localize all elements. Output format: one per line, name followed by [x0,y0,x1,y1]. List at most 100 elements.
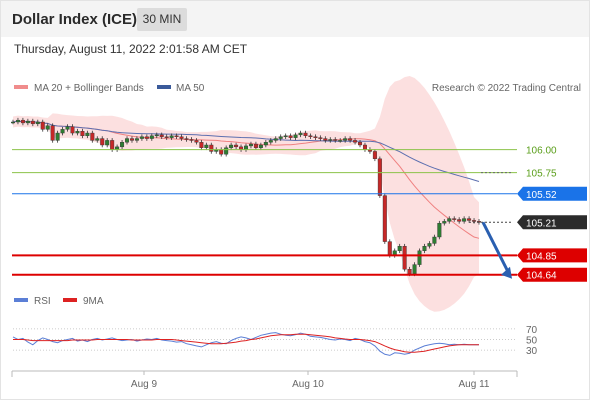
interval-badge[interactable]: 30 MIN [137,8,187,31]
x-tick-label: Aug 11 [459,379,490,390]
candle-up-body [15,119,20,123]
candle [144,134,149,141]
ma20-legend-swatch [14,85,28,89]
candle [308,133,313,140]
candle-up-body [442,221,447,224]
candle [194,138,199,145]
candle [283,133,288,140]
candle-up-body [422,245,427,251]
candle-down-body [362,144,367,150]
candle-up-body [149,135,154,139]
candle-up-body [139,136,144,139]
candle-down-body [159,134,164,137]
candle [164,134,169,140]
candle-down-body [253,143,258,148]
price-panel [10,76,482,312]
candle [452,216,457,222]
candle [10,119,15,125]
candle [50,123,55,143]
resistance-label: 106.00 [526,146,557,157]
candle-up-body [125,138,130,143]
candle-up-body [248,143,253,147]
candle-up-body [60,129,65,134]
candle [234,142,239,150]
rsi-tick-label: 70 [526,325,538,336]
candle [80,128,85,139]
candle-up-body [134,138,139,141]
candle-down-body [288,135,293,138]
candle [293,132,298,140]
level-support: 104.85 [12,248,587,263]
levels-layer: 106.00 105.75 105.52 105.21 104.85 104.64 [12,146,587,282]
candle-down-body [467,218,472,221]
candle-down-body [387,241,392,256]
candle [70,124,75,136]
candle [333,137,338,143]
candle-up-body [283,135,288,138]
candle [343,136,348,143]
candle-up-body [412,264,417,275]
candle [447,216,452,224]
candle [258,142,263,151]
candle-up-body [263,142,268,146]
candle-down-body [100,138,105,146]
candle [60,127,65,136]
candle [129,136,134,143]
candle [229,142,234,151]
level-pivot: 105.52 [12,186,587,201]
candle [75,128,80,136]
candle [462,216,467,224]
candle-down-body [184,138,189,140]
forecast-arrow-head [501,266,512,279]
candle [303,130,308,139]
candle-up-body [298,132,303,136]
support-label: 104.64 [526,271,557,282]
rsi-tick-label: 30 [526,346,538,357]
rsi-ma-line [13,333,479,353]
candle [199,139,204,151]
candle-down-body [382,195,387,242]
candle [298,130,303,138]
candle-down-body [372,151,377,160]
candle-down-body [209,144,214,152]
level-support: 104.64 [12,267,587,282]
support-label: 104.85 [526,251,557,262]
candle-up-body [85,132,90,136]
candle [417,248,422,267]
ma50-legend-label: MA 50 [176,83,205,94]
candle [273,136,278,143]
candle [278,134,283,141]
candle [134,136,139,143]
candle-up-body [243,145,248,150]
header-bar: Dollar Index (ICE) 30 MIN [1,1,589,37]
candle-up-body [224,147,229,155]
candle-up-body [75,130,80,134]
candle [397,243,402,254]
candle-up-body [343,138,348,141]
9ma-legend-label: 9MA [83,296,104,307]
candle [209,142,214,154]
candle-down-body [457,219,462,222]
candle-down-body [80,130,85,136]
candle-down-body [358,142,363,146]
candle [204,142,209,151]
candle-down-body [308,135,313,138]
instrument-title: Dollar Index (ICE) [12,11,138,28]
candle [35,119,40,127]
candle-down-body [348,138,353,141]
candle-up-body [105,140,110,146]
candle-down-body [219,149,224,155]
candle [268,138,273,145]
x-tick-label: Aug 9 [131,379,158,390]
candle [427,241,432,249]
credit-text: Research © 2022 Trading Central [432,83,581,94]
candle [263,139,268,148]
support-tag [517,248,587,263]
candle [90,130,95,143]
candle [402,243,407,272]
rsi-legend-label: RSI [34,296,51,307]
candle [348,136,353,143]
candle [313,134,318,140]
